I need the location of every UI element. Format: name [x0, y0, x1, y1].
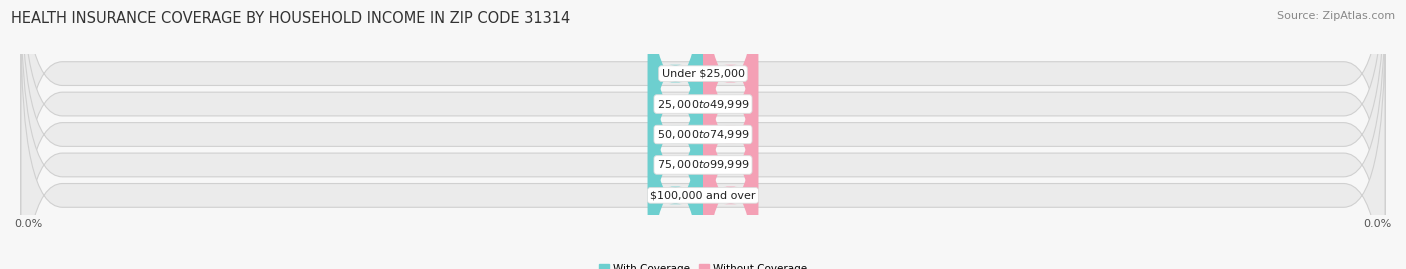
Text: $25,000 to $49,999: $25,000 to $49,999: [657, 98, 749, 111]
Text: 0.0%: 0.0%: [661, 129, 690, 140]
Text: Under $25,000: Under $25,000: [661, 69, 745, 79]
Text: 0.0%: 0.0%: [14, 219, 42, 229]
Text: 0.0%: 0.0%: [716, 69, 745, 79]
FancyBboxPatch shape: [648, 0, 703, 247]
Legend: With Coverage, Without Coverage: With Coverage, Without Coverage: [595, 259, 811, 269]
Text: 0.0%: 0.0%: [716, 160, 745, 170]
FancyBboxPatch shape: [703, 0, 758, 269]
Text: HEALTH INSURANCE COVERAGE BY HOUSEHOLD INCOME IN ZIP CODE 31314: HEALTH INSURANCE COVERAGE BY HOUSEHOLD I…: [11, 11, 571, 26]
FancyBboxPatch shape: [703, 52, 758, 269]
FancyBboxPatch shape: [648, 52, 703, 269]
FancyBboxPatch shape: [703, 22, 758, 269]
Text: 0.0%: 0.0%: [716, 99, 745, 109]
Text: 0.0%: 0.0%: [1364, 219, 1392, 229]
FancyBboxPatch shape: [648, 0, 703, 269]
FancyBboxPatch shape: [21, 0, 1385, 269]
FancyBboxPatch shape: [21, 0, 1385, 269]
Text: 0.0%: 0.0%: [716, 129, 745, 140]
Text: 0.0%: 0.0%: [661, 99, 690, 109]
FancyBboxPatch shape: [648, 0, 703, 217]
Text: Source: ZipAtlas.com: Source: ZipAtlas.com: [1277, 11, 1395, 21]
FancyBboxPatch shape: [21, 0, 1385, 269]
Text: $75,000 to $99,999: $75,000 to $99,999: [657, 158, 749, 171]
Text: $100,000 and over: $100,000 and over: [650, 190, 756, 200]
Text: 0.0%: 0.0%: [661, 160, 690, 170]
FancyBboxPatch shape: [21, 24, 1385, 269]
FancyBboxPatch shape: [703, 0, 758, 247]
Text: 0.0%: 0.0%: [661, 69, 690, 79]
Text: $50,000 to $74,999: $50,000 to $74,999: [657, 128, 749, 141]
Text: 0.0%: 0.0%: [661, 190, 690, 200]
FancyBboxPatch shape: [648, 22, 703, 269]
Text: 0.0%: 0.0%: [716, 190, 745, 200]
FancyBboxPatch shape: [703, 0, 758, 217]
FancyBboxPatch shape: [21, 0, 1385, 245]
